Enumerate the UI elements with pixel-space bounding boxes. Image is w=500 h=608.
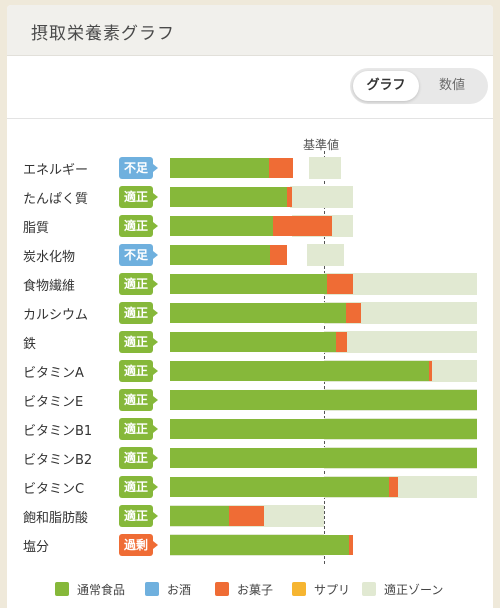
nutrient-row: ビタミンE 適正 — [7, 389, 493, 411]
graph-view-button[interactable]: グラフ — [353, 71, 419, 101]
nutrient-name: ビタミンA — [23, 366, 84, 381]
adequate-zone — [324, 273, 477, 295]
nutrient-row: ビタミンB2 適正 — [7, 447, 493, 469]
adequate-zone — [308, 157, 341, 179]
status-badge: 適正 — [119, 447, 158, 469]
food-bar — [170, 419, 477, 439]
legend-swatch — [145, 582, 159, 596]
food-bar — [170, 448, 477, 468]
nutrient-name: たんぱく質 — [23, 192, 89, 207]
nutrient-row: ビタミンB1 適正 — [7, 418, 493, 440]
adequate-zone — [324, 302, 477, 324]
status-badge: 適正 — [119, 273, 158, 295]
legend-swatch — [292, 582, 306, 596]
adequate-zone — [324, 331, 477, 353]
nutrient-row: 塩分 過剰 — [7, 534, 493, 556]
nutrient-name: カルシウム — [23, 308, 89, 323]
nutrient-row: カルシウム 適正 — [7, 302, 493, 324]
snack-bar — [348, 535, 354, 555]
food-bar — [170, 274, 328, 294]
legend-label: サプリ — [314, 583, 351, 597]
food-bar — [170, 390, 477, 410]
legend-label: 適正ゾーン — [384, 583, 444, 597]
adequate-zone — [307, 244, 344, 266]
status-badge: 不足 — [119, 244, 158, 266]
food-bar — [170, 303, 346, 323]
legend-label: お酒 — [167, 583, 192, 597]
status-badge: 適正 — [119, 389, 158, 411]
nutrient-name: 脂質 — [23, 221, 50, 236]
status-badge: 適正 — [119, 418, 158, 440]
nutrient-row: 飽和脂肪酸 適正 — [7, 505, 493, 527]
legend-label: 通常食品 — [77, 583, 126, 597]
snack-bar — [270, 245, 288, 265]
food-bar — [170, 535, 349, 555]
nutrient-name: 飽和脂肪酸 — [23, 511, 89, 526]
food-bar — [170, 158, 269, 178]
status-badge: 過剰 — [119, 534, 158, 556]
nutrient-row: 食物繊維 適正 — [7, 273, 493, 295]
baseline-label: 基準値 — [303, 138, 340, 152]
nutrient-name: ビタミンC — [23, 482, 85, 497]
snack-bar — [268, 158, 294, 178]
food-bar — [170, 245, 271, 265]
status-badge: 適正 — [119, 215, 158, 237]
legend-swatch — [55, 582, 69, 596]
status-badge: 適正 — [119, 302, 158, 324]
nutrient-name: ビタミンE — [23, 395, 84, 410]
nutrient-name: 鉄 — [23, 337, 37, 352]
nutrient-row: 炭水化物 不足 — [7, 244, 493, 266]
snack-bar — [287, 187, 292, 207]
nutrient-name: 塩分 — [23, 540, 50, 555]
snack-bar — [273, 216, 332, 236]
nutrient-row: 鉄 適正 — [7, 331, 493, 353]
nutrient-row: エネルギー 不足 — [7, 157, 493, 179]
card-header: 摂取栄養素グラフ — [7, 5, 493, 56]
view-toggle[interactable]: グラフ 数値 — [350, 68, 488, 104]
status-badge: 適正 — [119, 360, 158, 382]
baseline-line — [324, 151, 325, 564]
status-badge: 適正 — [119, 505, 158, 527]
nutrient-row: たんぱく質 適正 — [7, 186, 493, 208]
nutrient-name: エネルギー — [23, 163, 89, 178]
status-badge: 適正 — [119, 331, 158, 353]
nutrient-name: ビタミンB2 — [23, 453, 93, 468]
snack-bar — [388, 477, 398, 497]
snack-bar — [228, 506, 264, 526]
values-view-button[interactable]: 数値 — [438, 78, 465, 93]
legend-label: お菓子 — [237, 583, 274, 597]
food-bar — [170, 361, 429, 381]
status-badge: 適正 — [119, 476, 158, 498]
nutrient-row: ビタミンC 適正 — [7, 476, 493, 498]
legend: 通常食品 お酒 お菓子 サプリ 適正ゾーン — [7, 579, 493, 599]
nutrient-row: ビタミンA 適正 — [7, 360, 493, 382]
food-bar — [170, 187, 288, 207]
adequate-zone — [290, 186, 354, 208]
divider — [7, 118, 493, 119]
snack-bar — [428, 361, 432, 381]
food-bar — [170, 216, 274, 236]
snack-bar — [336, 332, 348, 352]
nutrient-graph-card: 摂取栄養素グラフ グラフ 数値 基準値 エネルギー 不足 たんぱく質 適正 脂質 適正 炭水… — [7, 5, 493, 608]
page-title: 摂取栄養素グラフ — [31, 24, 175, 44]
snack-bar — [327, 274, 354, 294]
legend-swatch — [362, 582, 376, 596]
nutrient-name: ビタミンB1 — [23, 424, 93, 439]
food-bar — [170, 477, 389, 497]
status-badge: 不足 — [119, 157, 158, 179]
legend-swatch — [215, 582, 229, 596]
snack-bar — [345, 303, 361, 323]
food-bar — [170, 332, 337, 352]
nutrient-name: 食物繊維 — [23, 279, 76, 294]
food-bar — [170, 506, 229, 526]
nutrient-name: 炭水化物 — [23, 250, 76, 265]
status-badge: 適正 — [119, 186, 158, 208]
nutrient-row: 脂質 適正 — [7, 215, 493, 237]
